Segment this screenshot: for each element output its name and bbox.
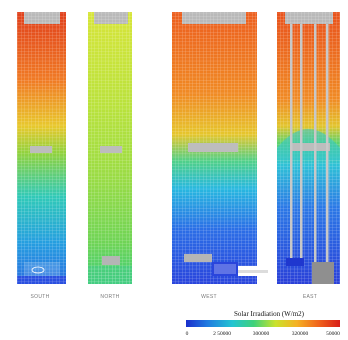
east-facade: [277, 12, 340, 284]
north-facade: [88, 12, 132, 284]
legend-color-bar: [186, 320, 340, 327]
west-label: WEST: [201, 294, 217, 300]
south-facade: [17, 12, 66, 284]
east-label: EAST: [302, 294, 318, 300]
legend-tick-4: 50000: [326, 331, 340, 337]
south-label: SOUTH: [30, 294, 50, 300]
legend-tick-2: 300000: [252, 331, 270, 337]
legend-tick-3: 320000: [291, 331, 309, 337]
legend-tick-1: 2 50000: [213, 331, 231, 337]
west-facade: [172, 12, 276, 284]
legend-title: Solar Irradiation (W/m2): [234, 310, 304, 318]
legend-tick-0: 0: [185, 331, 189, 337]
north-label: NORTH: [100, 294, 120, 300]
